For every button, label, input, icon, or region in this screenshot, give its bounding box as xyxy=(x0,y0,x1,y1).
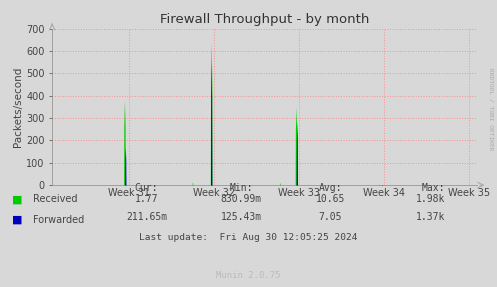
Text: 211.65m: 211.65m xyxy=(126,212,167,222)
Text: 1.98k: 1.98k xyxy=(415,194,445,204)
Title: Firewall Throughput - by month: Firewall Throughput - by month xyxy=(160,13,369,26)
Text: 125.43m: 125.43m xyxy=(221,212,261,222)
Text: ■: ■ xyxy=(12,215,23,224)
Y-axis label: Packets/second: Packets/second xyxy=(13,67,23,147)
Text: Cur:: Cur: xyxy=(135,183,159,193)
Text: Last update:  Fri Aug 30 12:05:25 2024: Last update: Fri Aug 30 12:05:25 2024 xyxy=(139,233,358,242)
Text: 7.05: 7.05 xyxy=(319,212,342,222)
Text: ■: ■ xyxy=(12,195,23,204)
Text: Avg:: Avg: xyxy=(319,183,342,193)
Text: Forwarded: Forwarded xyxy=(33,215,84,224)
Text: Munin 2.0.75: Munin 2.0.75 xyxy=(216,272,281,280)
Text: 830.99m: 830.99m xyxy=(221,194,261,204)
Text: Min:: Min: xyxy=(229,183,253,193)
Text: Max:: Max: xyxy=(421,183,445,193)
Text: 1.37k: 1.37k xyxy=(415,212,445,222)
Text: RRDTOOL / TOBI OETIKER: RRDTOOL / TOBI OETIKER xyxy=(489,68,494,150)
Text: Received: Received xyxy=(33,195,78,204)
Text: 10.65: 10.65 xyxy=(316,194,345,204)
Text: 1.77: 1.77 xyxy=(135,194,159,204)
